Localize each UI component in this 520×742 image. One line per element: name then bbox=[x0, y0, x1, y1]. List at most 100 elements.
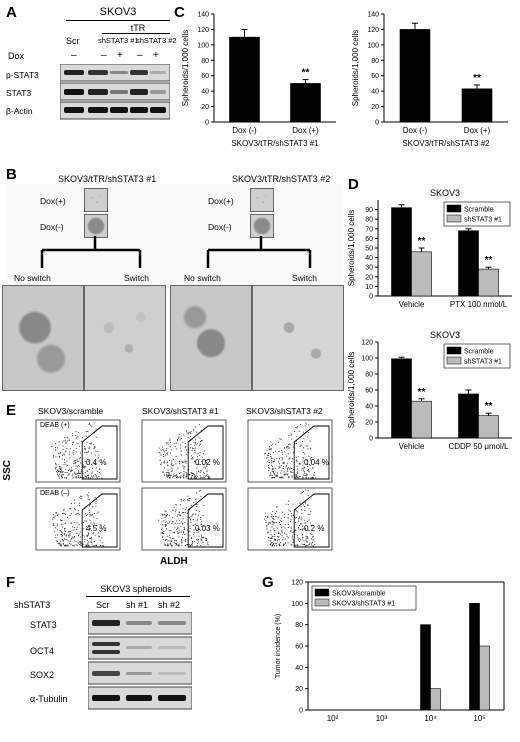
facs-dot bbox=[278, 535, 280, 538]
facs-dot bbox=[276, 472, 279, 474]
facs-dot bbox=[295, 426, 297, 429]
facs-dot bbox=[276, 535, 278, 537]
y-tick-label: 40 bbox=[365, 404, 373, 411]
facs-dot bbox=[302, 474, 304, 476]
facs-dot bbox=[69, 533, 71, 535]
facs-dot bbox=[183, 468, 185, 470]
facs-dot bbox=[282, 537, 284, 539]
facs-dot bbox=[89, 443, 91, 445]
facs-dot bbox=[275, 512, 277, 514]
facs-dot bbox=[185, 462, 187, 464]
facs-dot bbox=[69, 531, 71, 533]
facs-dot bbox=[180, 475, 182, 477]
facs-dot bbox=[80, 469, 82, 471]
facs-dot bbox=[170, 471, 172, 473]
facs-dot bbox=[61, 543, 63, 545]
facs-dot bbox=[72, 526, 74, 528]
facs-dot bbox=[270, 534, 272, 536]
facs-dot bbox=[307, 521, 309, 523]
facs-dot bbox=[177, 440, 179, 442]
facs-dot bbox=[73, 526, 75, 529]
bar bbox=[411, 400, 432, 439]
facs-dot bbox=[282, 477, 284, 479]
panel-label-f: F bbox=[6, 574, 16, 591]
facs-dot bbox=[297, 545, 299, 547]
facs-dot bbox=[199, 441, 201, 443]
facs-dot bbox=[309, 440, 311, 442]
facs-dot bbox=[73, 449, 75, 452]
facs-dot bbox=[169, 540, 171, 542]
facs-dot bbox=[179, 444, 181, 446]
facs-dot bbox=[189, 527, 191, 529]
facs-dot bbox=[166, 545, 169, 547]
y-tick-label: 120 bbox=[291, 580, 303, 587]
spheroid-image bbox=[84, 188, 108, 212]
facs-dot bbox=[64, 523, 66, 525]
facs-dot bbox=[199, 544, 201, 547]
facs-dot bbox=[312, 535, 315, 537]
facs-dot bbox=[54, 446, 57, 448]
panel-f-row-tubulin: α-Tubulin bbox=[30, 694, 68, 704]
facs-dot bbox=[164, 516, 166, 518]
facs-dot bbox=[171, 470, 173, 472]
facs-dot bbox=[88, 499, 90, 501]
facs-dot bbox=[189, 518, 191, 520]
facs-dot bbox=[185, 472, 187, 474]
facs-dot bbox=[304, 509, 306, 512]
facs-dot bbox=[197, 539, 200, 541]
facs-dot bbox=[82, 473, 84, 475]
facs-dot bbox=[165, 539, 167, 541]
panel-b-no-switch-right: No switch bbox=[184, 273, 221, 283]
y-tick-label: 40 bbox=[201, 89, 209, 96]
facs-dot bbox=[292, 503, 294, 505]
facs-dot bbox=[161, 532, 163, 535]
y-tick-label: 30 bbox=[365, 265, 373, 272]
panel-label-e: E bbox=[6, 402, 17, 419]
facs-dot bbox=[279, 466, 281, 468]
facs-dot bbox=[166, 476, 169, 478]
facs-dot bbox=[204, 475, 207, 477]
facs-dot bbox=[91, 539, 93, 541]
facs-dot bbox=[182, 511, 184, 514]
facs-dot bbox=[186, 507, 188, 509]
facs-dot bbox=[282, 511, 284, 513]
facs-dot bbox=[274, 534, 276, 536]
facs-dot bbox=[194, 451, 196, 453]
facs-dot bbox=[85, 544, 87, 546]
facs-dot bbox=[72, 454, 74, 456]
facs-dot bbox=[87, 430, 89, 433]
facs-dot bbox=[206, 462, 208, 464]
facs-dot bbox=[77, 436, 79, 438]
facs-dot bbox=[288, 468, 291, 470]
facs-dot bbox=[277, 516, 279, 519]
legend-label: SKOV3/shSTAT3 #1 bbox=[332, 601, 395, 608]
facs-dot bbox=[285, 533, 287, 535]
facs-dot bbox=[87, 477, 90, 479]
facs-dot bbox=[95, 500, 97, 502]
facs-dot bbox=[58, 473, 61, 475]
facs-dot bbox=[89, 514, 91, 516]
facs-dot bbox=[172, 516, 174, 518]
facs-dot bbox=[60, 523, 62, 525]
facs-dot bbox=[291, 475, 293, 477]
facs-dot bbox=[269, 467, 271, 469]
facs-dot bbox=[91, 543, 93, 545]
facs-dot bbox=[81, 498, 83, 500]
facs-dot bbox=[169, 441, 171, 444]
facs-dot bbox=[265, 515, 267, 518]
facs-dot bbox=[195, 539, 198, 541]
facs-dot bbox=[179, 504, 181, 506]
facs-dot bbox=[83, 521, 85, 524]
facs-dot bbox=[194, 498, 196, 500]
facs-dot bbox=[68, 438, 70, 440]
facs-dot bbox=[196, 467, 198, 469]
facs-dot bbox=[91, 514, 93, 516]
facs-dot bbox=[87, 542, 89, 544]
facs-dot bbox=[173, 542, 175, 544]
facs-dot bbox=[87, 494, 89, 496]
facs-dot bbox=[299, 445, 301, 447]
facs-dot bbox=[196, 474, 198, 476]
facs-dot bbox=[299, 516, 301, 518]
facs-dot bbox=[184, 459, 186, 461]
facs-dot bbox=[85, 475, 87, 477]
